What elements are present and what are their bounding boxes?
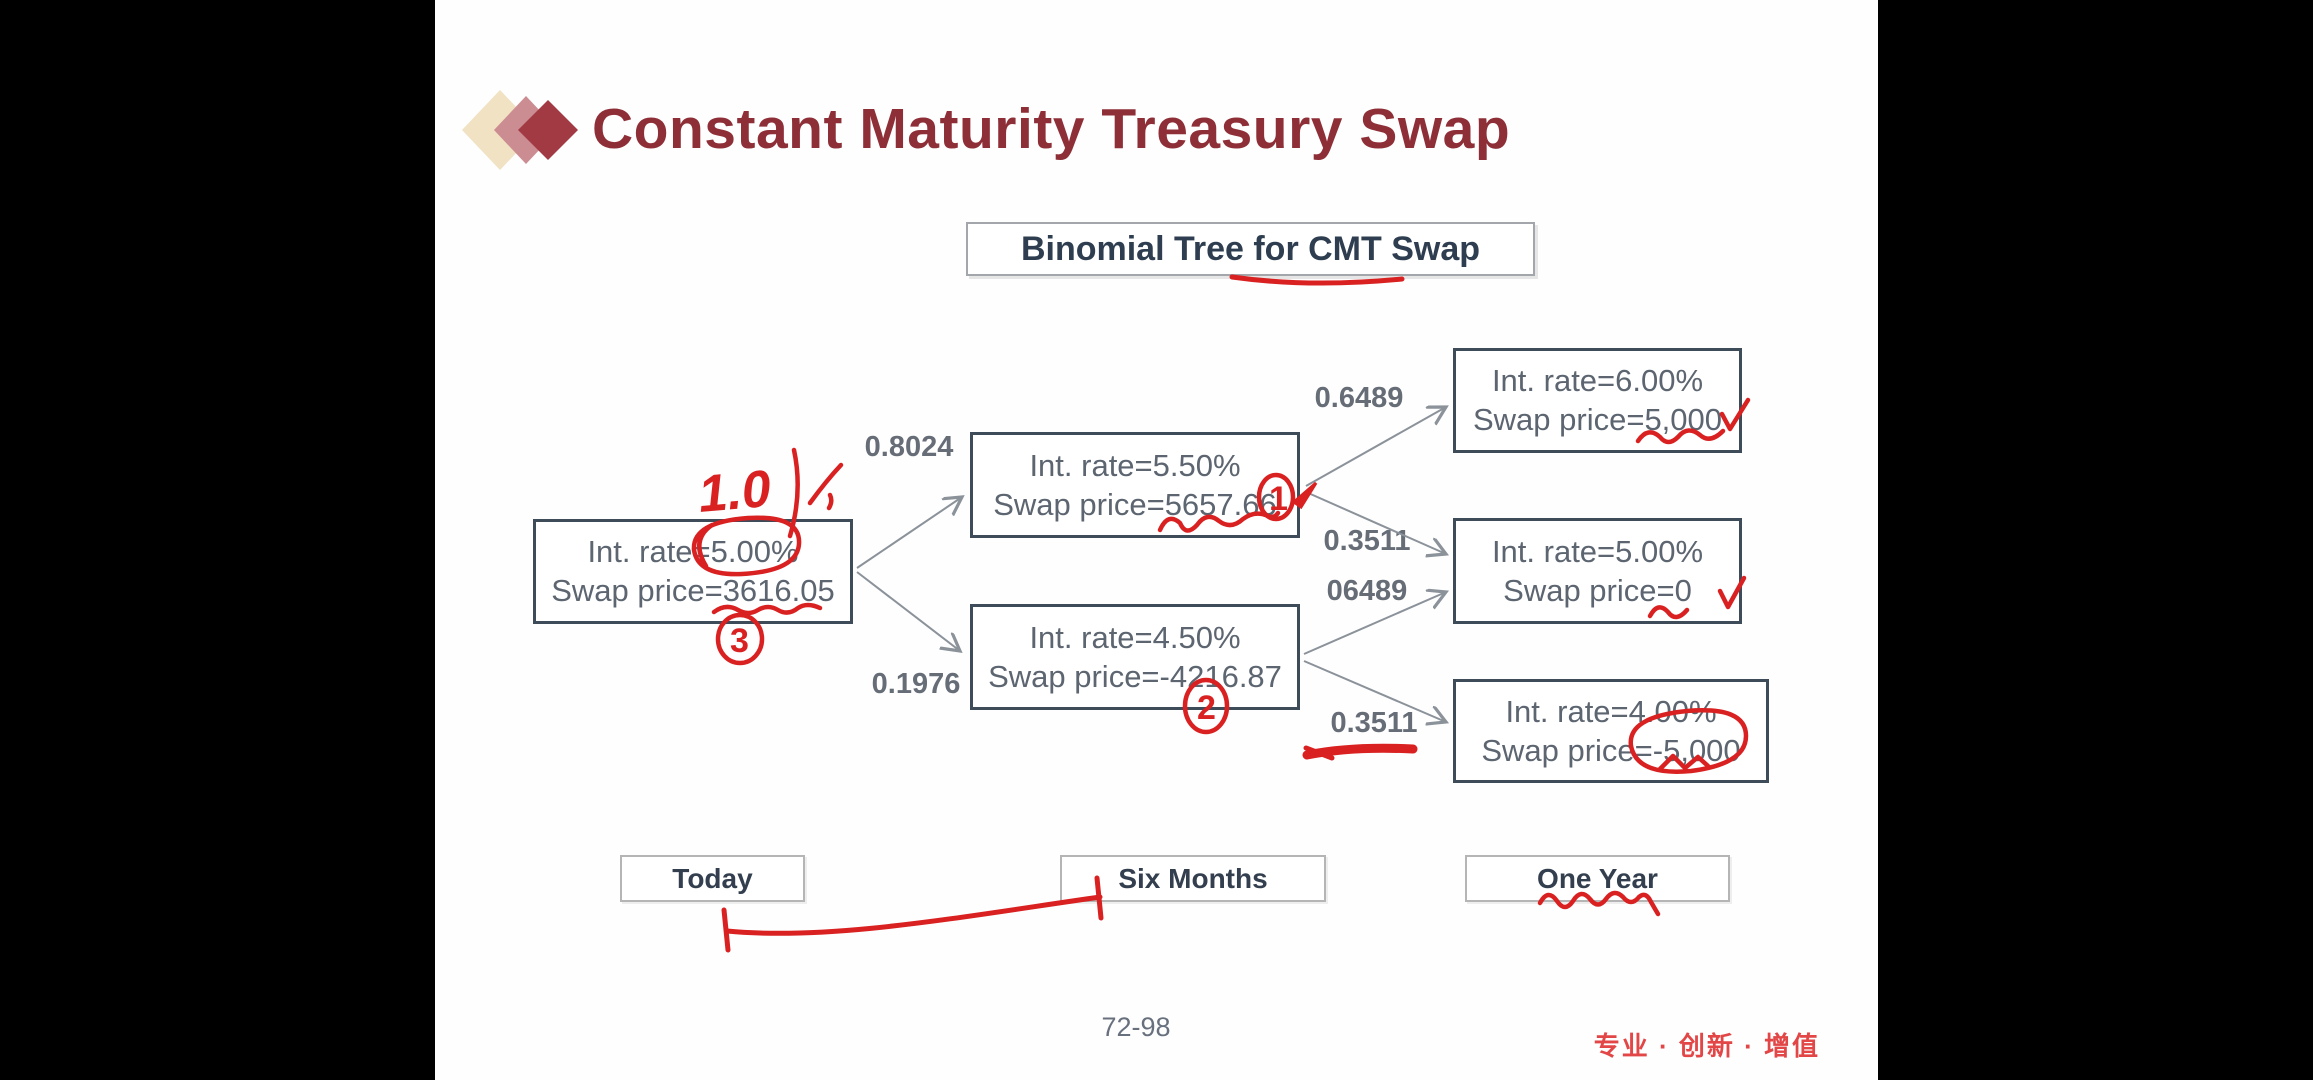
node-down-down: Int. rate=4.00% Swap price=-5,000 xyxy=(1453,679,1769,783)
node-down: Int. rate=4.50% Swap price=-4216.87 xyxy=(970,604,1300,710)
diagram-heading-box: Binomial Tree for CMT Swap xyxy=(966,222,1535,276)
prob-root-up: 0.8024 xyxy=(864,431,954,463)
timeline-today-box: Today xyxy=(620,855,805,902)
diamond-maroon xyxy=(518,100,578,160)
node-up-up: Int. rate=6.00% Swap price=5,000 xyxy=(1453,348,1742,453)
node-up: Int. rate=5.50% Swap price=5657.66 xyxy=(970,432,1300,538)
prob-down-ud: 06489 xyxy=(1326,575,1408,607)
title-diamond-icon xyxy=(462,90,578,170)
node-up-down-rate: Int. rate=5.00% xyxy=(1491,533,1704,569)
prob-down-dd: 0.3511 xyxy=(1330,707,1418,739)
node-root-price: Swap price=3616.05 xyxy=(551,573,835,608)
node-down-rate: Int. rate=4.50% xyxy=(1029,619,1241,655)
node-root-rate: Int. rate=5.00% xyxy=(587,534,799,569)
timeline-one-year-label: One Year xyxy=(1537,862,1658,894)
page-number: 72-98 xyxy=(1101,1012,1171,1042)
node-down-down-rate: Int. rate=4.00% xyxy=(1505,693,1717,729)
prob-root-down: 0.1976 xyxy=(871,668,961,700)
prob-up-ud: 0.3511 xyxy=(1323,525,1411,557)
timeline-one-year-box: One Year xyxy=(1465,855,1730,902)
node-up-up-rate: Int. rate=6.00% xyxy=(1491,363,1704,398)
node-up-up-price: Swap price=5,000 xyxy=(1472,402,1723,437)
node-up-down: Int. rate=5.00% Swap price=0 xyxy=(1453,518,1742,624)
node-down-down-price: Swap price=-5,000 xyxy=(1481,732,1741,768)
diagram-heading: Binomial Tree for CMT Swap xyxy=(1020,229,1481,268)
timeline-today-label: Today xyxy=(672,862,753,894)
letterbox-left xyxy=(0,0,435,1080)
timeline-six-months-label: Six Months xyxy=(1118,862,1268,894)
footer-slogan: 专业 · 创新 · 增值 xyxy=(1593,1031,1820,1061)
node-up-down-price: Swap price=0 xyxy=(1503,572,1692,608)
slide-title: Constant Maturity Treasury Swap xyxy=(592,97,1511,161)
node-up-price: Swap price=5657.66 xyxy=(993,486,1277,522)
node-down-price: Swap price=-4216.87 xyxy=(988,658,1282,694)
node-up-rate: Int. rate=5.50% xyxy=(1029,447,1241,483)
prob-up-uu: 0.6489 xyxy=(1314,382,1404,414)
node-root: Int. rate=5.00% Swap price=3616.05 xyxy=(533,519,853,624)
letterbox-right xyxy=(1878,0,2313,1080)
timeline-six-months-box: Six Months xyxy=(1060,855,1326,902)
